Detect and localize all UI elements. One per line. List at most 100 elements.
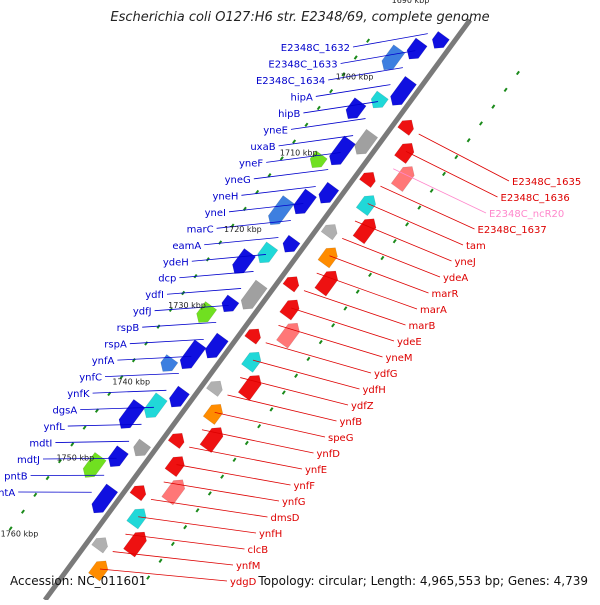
forward-gene-marc[interactable] [265,196,295,229]
leader-line [229,203,303,211]
gene-label[interactable]: ynfH [259,529,282,540]
gene-label[interactable]: ynfA [92,356,115,367]
backbone-line [45,20,470,600]
reverse-gene-clcb[interactable] [123,528,150,557]
leader-line [189,447,302,469]
gene-label[interactable]: ynfB [340,417,363,428]
leader-line [329,256,428,293]
kbp-tick-label: 1740 kbp [112,377,150,386]
tick-dot [196,508,200,512]
tick-dot [467,138,471,142]
gene-label[interactable]: yneJ [455,257,476,268]
tick-dot [479,121,483,125]
gene-label[interactable]: marC [187,224,214,235]
forward-gene-ydfi[interactable] [238,280,268,313]
gene-label[interactable]: uxaB [250,142,275,153]
gene-label[interactable]: ynfF [294,481,316,492]
gene-label[interactable]: yneI [205,208,226,219]
gene-label[interactable]: dcp [158,274,176,285]
tick-dot [144,341,148,345]
gene-label[interactable]: ynfM [236,561,260,572]
gene-label[interactable]: ydfG [374,369,398,380]
leader-line [355,221,452,261]
gene-label[interactable]: ydgD [230,577,257,588]
leader-line [406,151,498,197]
gene-label[interactable]: ydeA [443,273,468,284]
gene-label[interactable]: pntB [4,472,28,483]
gene-label[interactable]: yneE [263,125,288,136]
gene-label[interactable]: ydfH [363,385,386,396]
tick-dot [245,441,249,445]
tick-dot [304,123,308,127]
tick-dot [183,525,187,529]
gene-label[interactable]: ydfZ [351,401,374,412]
tick-dot [21,509,25,513]
gene-label[interactable]: marR [432,289,459,300]
tick-dot [257,424,261,428]
gene-label[interactable]: ynfD [317,449,341,460]
tick-dot [368,273,372,277]
gene-label[interactable]: ynfG [282,497,306,508]
gene-label[interactable]: speG [328,433,353,444]
reverse-gene-ynem[interactable] [276,319,303,348]
gene-label[interactable]: ydfJ [133,307,152,318]
gene-label[interactable]: ynfC [79,373,102,384]
gene-label[interactable]: ydfI [145,290,164,301]
reverse-gene-mara[interactable] [315,267,342,296]
forward-gene-hipa[interactable] [387,76,417,109]
gene-label[interactable]: ynfL [43,422,65,433]
reverse-gene-ynfd[interactable] [200,423,227,452]
gene-label[interactable]: pntA [0,488,15,499]
gene-label[interactable]: ydeH [163,257,189,268]
gene-label[interactable]: E2348C_1635 [512,177,581,188]
gene-label[interactable]: hipA [290,92,312,103]
gene-label[interactable]: yneM [386,353,413,364]
leader-line [176,465,290,485]
gene-label[interactable]: hipB [278,109,300,120]
gene-label[interactable]: yneF [239,158,263,169]
gene-label[interactable]: marB [409,321,436,332]
tick-dot [70,442,74,446]
gene-label[interactable]: E2348C_1636 [501,193,570,204]
leader-line [291,308,394,341]
kbp-tick-label: 1750 kbp [56,453,94,462]
gene-label[interactable]: E2348C_1637 [478,225,547,236]
gene-label[interactable]: clcB [248,545,269,556]
reverse-gene-ydfz[interactable] [238,371,265,400]
tick-dot [319,340,323,344]
forward-gene-pnta[interactable] [88,484,118,517]
kbp-tick-label: 1710 kbp [280,149,318,158]
kbp-tick-label: 1720 kbp [224,225,262,234]
gene-label[interactable]: ynfE [305,465,327,476]
gene-label[interactable]: E2348C_1632 [281,43,350,54]
forward-gene-ynfl[interactable] [115,399,145,432]
gene-label[interactable]: E2348C_ncR20 [489,209,564,220]
tick-dot [171,542,175,546]
gene-label[interactable]: dgsA [52,406,77,417]
gene-label[interactable]: ydeE [397,337,422,348]
tick-dot [146,575,150,579]
gene-label[interactable]: E2348C_1633 [268,59,337,70]
gene-label[interactable]: eamA [172,241,201,252]
gene-label[interactable]: tam [466,241,486,252]
reverse-gene-e2348c-ncr20[interactable] [391,162,418,191]
gene-label[interactable]: marA [420,305,447,316]
gene-label[interactable]: rspA [104,340,127,351]
gene-label[interactable]: ynfK [67,389,90,400]
reverse-gene-ydfh[interactable] [241,348,264,372]
gene-label[interactable]: rspB [117,323,140,334]
genome-summary-text: Topology: circular; Length: 4,965,553 bp… [258,574,588,588]
map-title: Escherichia coli O127:H6 str. E2348/69, … [0,10,600,25]
tick-dot [218,240,222,244]
gene-label[interactable]: E2348C_1634 [256,76,325,87]
genome-backbone [45,20,470,600]
gene-label[interactable]: dmsD [271,513,300,524]
gene-label[interactable]: mdtI [29,439,52,450]
gene-label[interactable]: mdtJ [17,455,40,466]
tick-dot [504,88,508,92]
gene-label[interactable]: yneH [212,191,238,202]
gene-label[interactable]: yneG [225,175,251,186]
reverse-gene-ynfg[interactable] [162,476,189,505]
leader-line [317,273,417,309]
